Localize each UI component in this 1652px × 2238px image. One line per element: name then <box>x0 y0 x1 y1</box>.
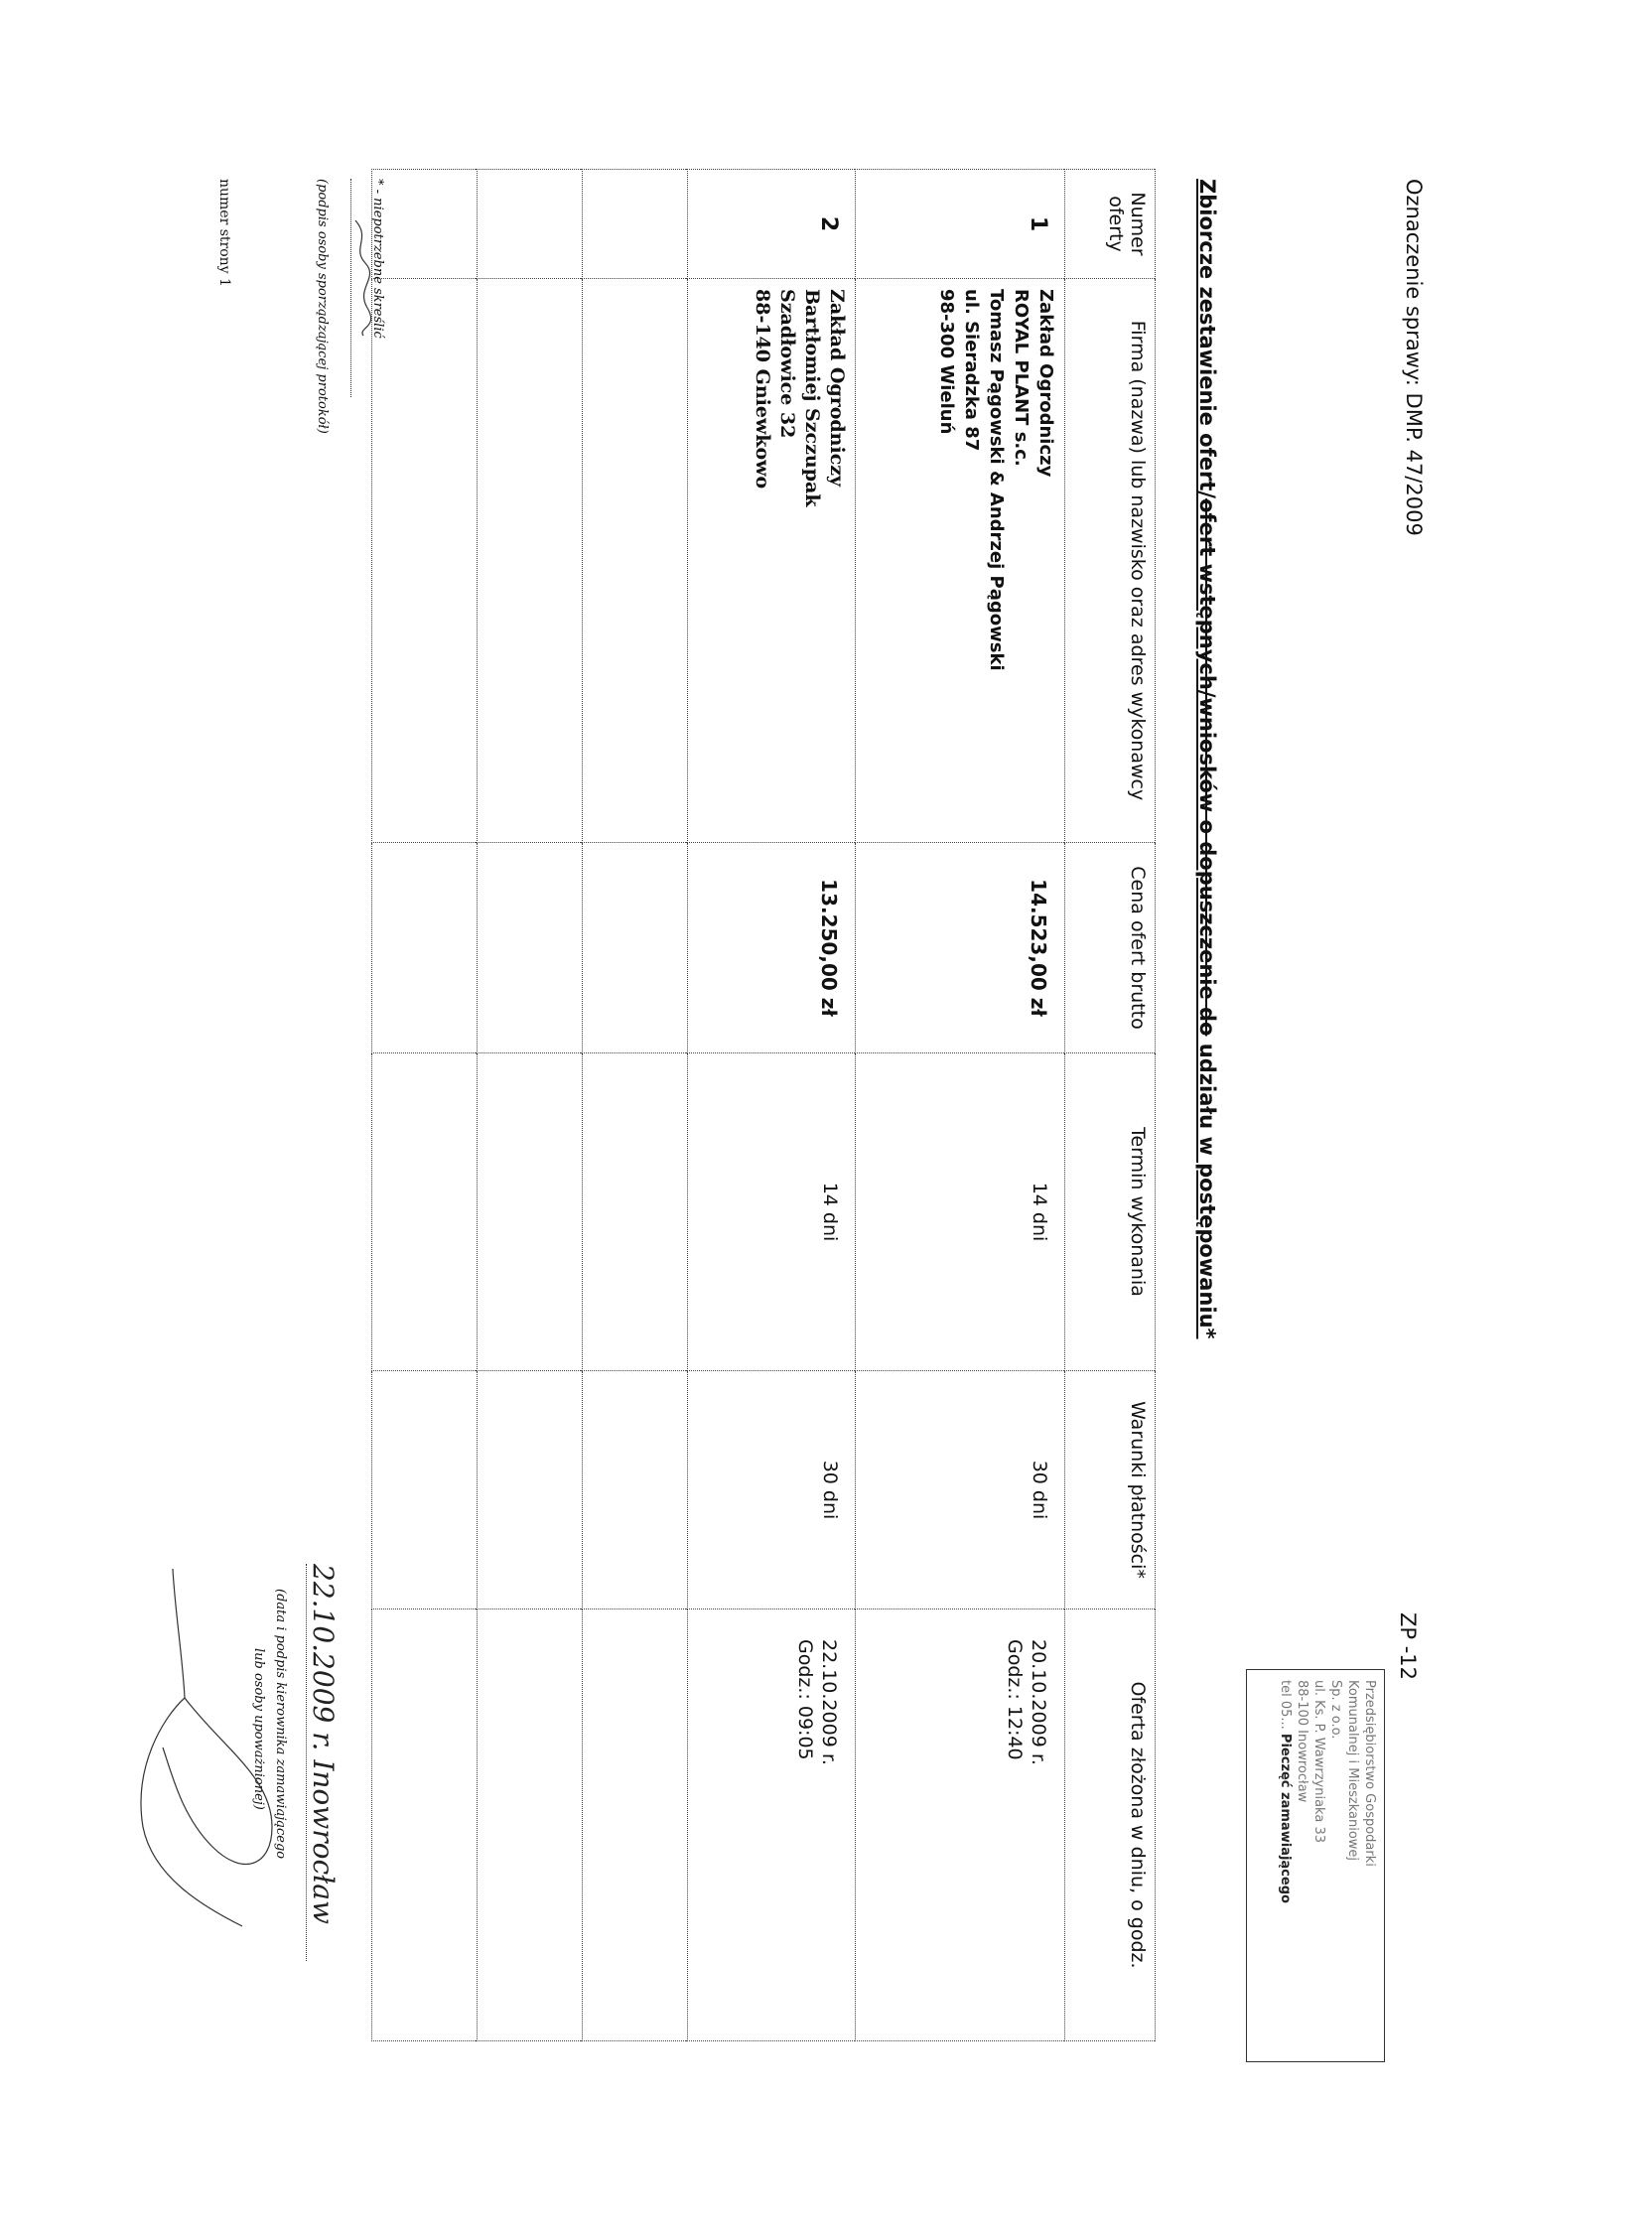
firm-cell: Zakład Ogrodniczy ROYAL PLANT s.c. Tomas… <box>855 278 1065 843</box>
firm-line: Szadłowice 32 <box>776 289 798 439</box>
column-header: Warunki płatności* <box>1064 1370 1156 1609</box>
firm-line: Bartłomiej Szczupak <box>801 289 823 507</box>
stamp-line: Komunalnej i Mieszkaniowej <box>1345 1680 1360 1862</box>
submitted-time: Godz.: 12:40 <box>1004 1639 1026 1760</box>
firm-line: ROYAL PLANT s.c. <box>1011 289 1032 467</box>
term-cell: 14 dni <box>687 1052 856 1371</box>
column-header: Oferta złożona w dniu, o godz. <box>1064 1609 1156 2041</box>
title-prefix: Zbiorcze zestawienie ofert/ <box>1195 179 1219 499</box>
table-row: 2 Zakład Ogrodniczy Bartłomiej Szczupak … <box>687 169 856 2041</box>
stamp-line: Przedsiębiorstwo Gospodarki <box>1362 1680 1377 1867</box>
firm-line: Tomasz Pągowski & Andrzej Pągowski <box>986 289 1007 671</box>
stamp-label: Pieczęć zamawiającego <box>1278 1733 1293 1903</box>
date-handwritten: 22.10.2009 r. Inowrocław <box>306 1564 340 1961</box>
submitted-cell: 20.10.2009 r. Godz.: 12:40 <box>855 1609 1065 2041</box>
column-header: Firma (nazwa) lub nazwisko oraz adres wy… <box>1064 278 1156 843</box>
firm-line: 88-140 Gniewkowo <box>752 289 773 490</box>
preparer-signature <box>354 219 372 337</box>
case-reference: Oznaczenie sprawy: DMP. 47/2009 <box>1402 179 1426 536</box>
firm-cell: Zakład Ogrodniczy Bartłomiej Szczupak Sz… <box>687 278 856 843</box>
stamp-line: Sp. z o.o. <box>1328 1680 1343 1740</box>
column-header: Numer oferty <box>1064 169 1156 279</box>
term-cell: 14 dni <box>855 1052 1065 1371</box>
stamp-line: 88-100 Inowrocław <box>1295 1680 1309 1803</box>
payment-cell: 30 dni <box>855 1370 1065 1609</box>
firm-line: ul. Sieradzka 87 <box>961 289 982 452</box>
offers-table: Numer oferty Firma (nazwa) lub nazwisko … <box>371 169 1156 2041</box>
preparer-signature-line <box>350 179 372 397</box>
submitted-cell: 22.10.2009 r. Godz.: 09:05 <box>687 1609 856 2041</box>
firm-line: Zakład Ogrodniczy <box>1035 289 1056 478</box>
offer-number: 2 <box>687 169 856 279</box>
submitted-date: 20.10.2009 r. <box>1028 1639 1049 1765</box>
table-header-row: Numer oferty Firma (nazwa) lub nazwisko … <box>1064 169 1156 2041</box>
manager-signature <box>140 1568 273 1927</box>
column-header: Termin wykonania <box>1064 1052 1156 1371</box>
offer-number: 1 <box>855 169 1065 279</box>
empty-table-row <box>477 169 583 2041</box>
page-number: numer strony 1 <box>216 179 232 287</box>
form-code: ZP -12 <box>1396 1612 1420 1681</box>
document-title: Zbiorcze zestawienie ofert/ofert wstępny… <box>1195 179 1219 1339</box>
submitted-date: 22.10.2009 r. <box>818 1639 840 1765</box>
empty-table-row <box>371 169 478 2041</box>
stamp-line: tel 05... <box>1278 1680 1293 1730</box>
company-stamp: Przedsiębiorstwo Gospodarki Komunalnej i… <box>1246 1669 1385 2062</box>
firm-line: 98-300 Wieluń <box>936 289 957 435</box>
column-header: Cena ofert brutto <box>1064 842 1156 1053</box>
title-struck-text: ofert wstępnych/wniosków o dopuszczenie … <box>1195 498 1219 1037</box>
payment-cell: 30 dni <box>687 1370 856 1609</box>
price-cell: 14.523,00 zł <box>855 842 1065 1053</box>
preparer-caption: (podpis osoby sporządzającej protokół) <box>315 179 330 434</box>
empty-table-row <box>582 169 688 2041</box>
table-row: 1 Zakład Ogrodniczy ROYAL PLANT s.c. Tom… <box>855 169 1065 2041</box>
submitted-time: Godz.: 09:05 <box>794 1639 816 1760</box>
title-suffix: udziału w postępowaniu* <box>1195 1036 1219 1339</box>
stamp-line: ul. Ks. P. Wawrzyniaka 33 <box>1311 1680 1326 1843</box>
price-cell: 13.250,00 zł <box>687 842 856 1053</box>
firm-line: Zakład Ogrodniczy <box>826 289 848 488</box>
